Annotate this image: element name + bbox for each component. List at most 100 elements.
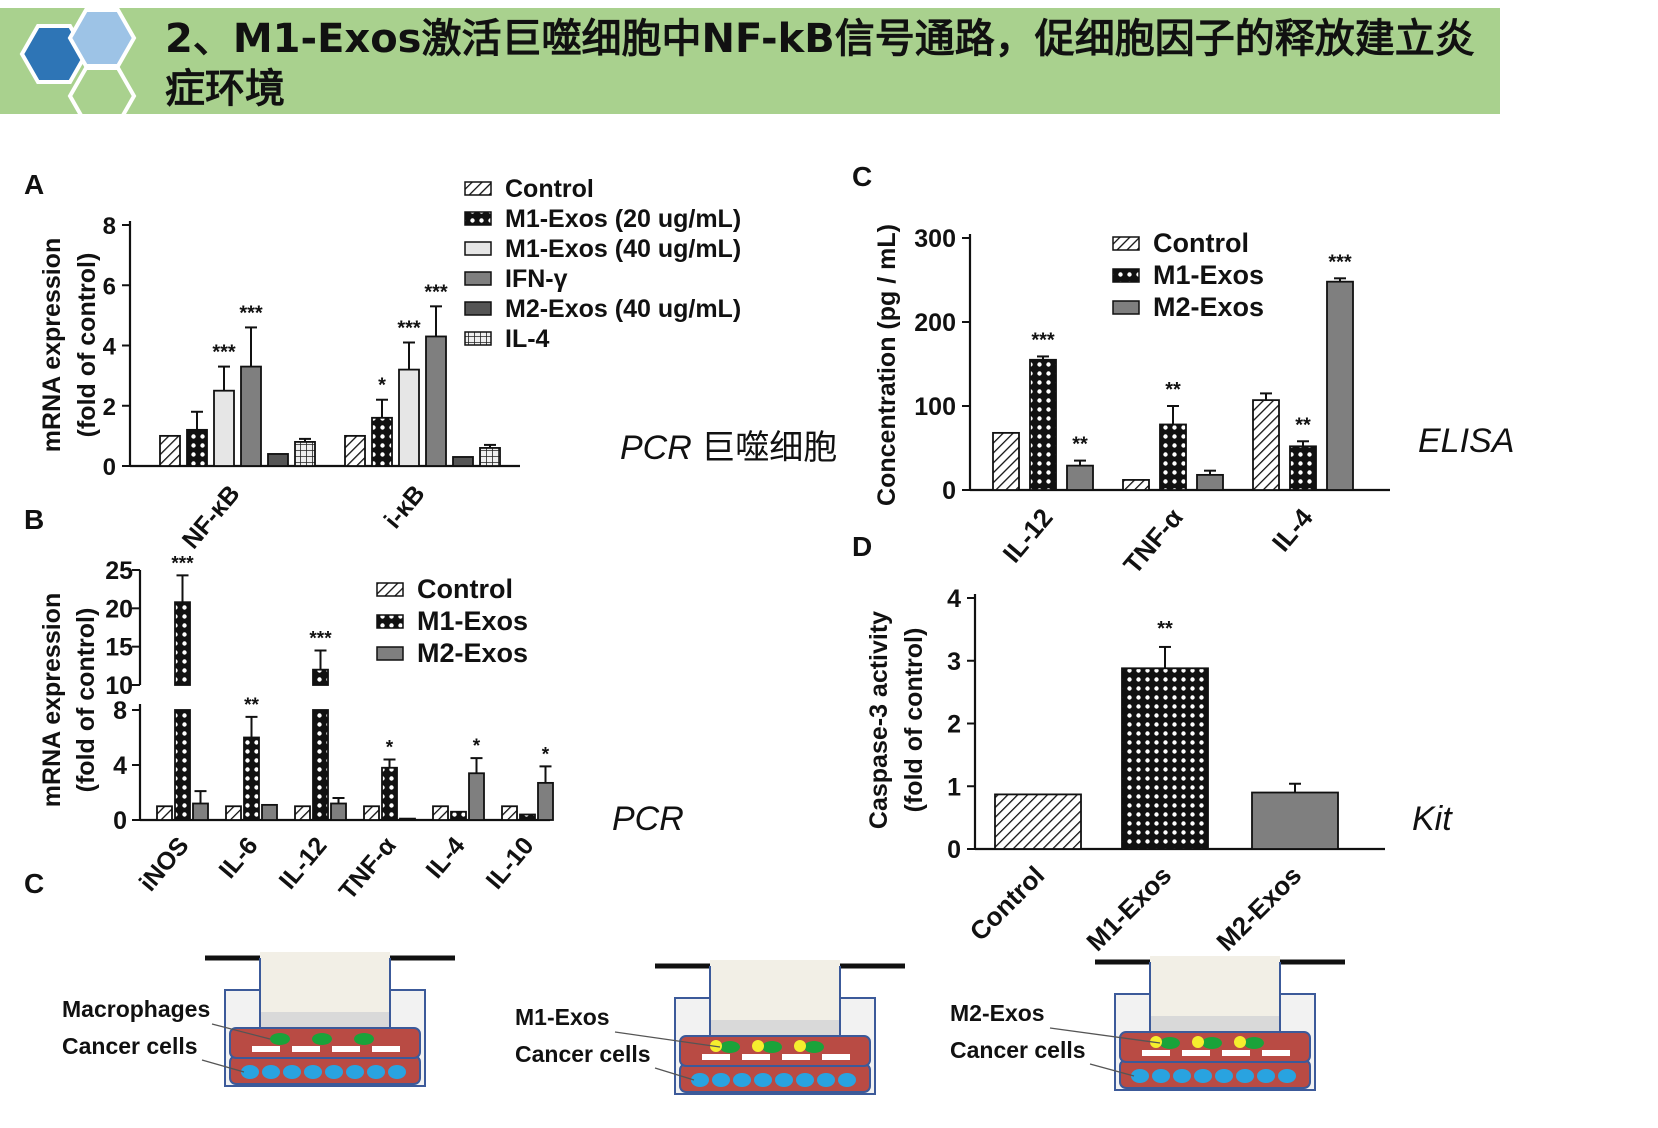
panel-a-x-label: i-κB (379, 480, 431, 534)
panel-b-y-tick-label: 25 (105, 557, 133, 585)
panel-b-legend-label: M1-Exos (417, 606, 528, 636)
panel-c-bar (1252, 399, 1280, 491)
panel-a-sig-label: *** (212, 342, 236, 364)
membrane-pore (702, 1054, 730, 1060)
panel-b-bar (468, 772, 485, 821)
panel-a-legend-swatch (464, 331, 492, 346)
panel-d-bar (994, 793, 1082, 850)
panel-c-sig-label: *** (1328, 251, 1352, 273)
panel-b-legend-swatch (376, 646, 404, 661)
panel-a-bar (371, 416, 393, 467)
panel-a-sig-label: * (378, 375, 386, 397)
panel-a-bar (240, 365, 262, 467)
panel-c-legend-label: Control (1153, 228, 1249, 258)
note-b-method: PCR (612, 800, 684, 838)
panel-d-letter: D (852, 531, 872, 562)
exosome-particle (794, 1040, 806, 1052)
well-label-bottom: Cancer cells (950, 1037, 1086, 1063)
panel-c-bar (1066, 464, 1094, 491)
note-a-method: PCR (620, 429, 692, 467)
schematic-letter: C (24, 868, 44, 899)
panel-b-bar (192, 802, 209, 821)
panel-d: D 0 1 2 3 4 Caspase-3 activity (fold of control… (852, 531, 1385, 957)
panel-c-legend-label: M2-Exos (1153, 292, 1264, 322)
panel-c-x-label: TNF-α (1117, 503, 1188, 580)
panel-a-bar (398, 368, 420, 467)
panel-c-legend-label: M1-Exos (1153, 260, 1264, 290)
panel-a-bar (425, 335, 447, 467)
panel-d-sig-label: ** (1157, 618, 1173, 640)
panel-b-legend-swatch (376, 614, 404, 629)
well-label-bottom: Cancer cells (515, 1041, 651, 1067)
note-a-sample: 巨噬细胞 (701, 428, 838, 468)
hexagon-logo-icon (19, 8, 137, 114)
panel-d-y-tick-label: 3 (947, 648, 961, 676)
panel-a-bar (479, 447, 501, 467)
panel-c-letter: C (852, 161, 872, 192)
panel-a-y-tick-label: 0 (103, 454, 116, 481)
panel-c-sig-label: ** (1165, 379, 1181, 401)
panel-b-bar-upper (312, 668, 329, 686)
panel-b-bar-upper (174, 601, 191, 686)
label-pointer (211, 1023, 271, 1040)
cancer-cell (1152, 1069, 1170, 1083)
panel-a-x-label: NF-κB (177, 480, 246, 554)
label-pointer (201, 1059, 245, 1073)
macrophage-cell (1160, 1037, 1180, 1049)
panel-c-y-tick-label: 100 (914, 393, 956, 421)
panel-c-legend-swatch (1112, 300, 1140, 315)
panel-c-x-label: IL-12 (997, 503, 1059, 569)
panel-c-y-label: Concentration (pg / mL) (873, 224, 901, 506)
panel-b-bar (156, 805, 173, 821)
cancer-cell (388, 1065, 406, 1079)
panel-a-legend-swatch (464, 211, 492, 226)
cancer-cell (283, 1065, 301, 1079)
panel-a-bar (159, 434, 181, 467)
panel-c-y-tick-label: 200 (914, 309, 956, 337)
panel-b-bar (399, 817, 416, 821)
panel-a-bar (267, 453, 289, 467)
panel-a-bar (452, 456, 474, 467)
panel-a-legend-swatch (464, 181, 492, 196)
panel-b-bar (450, 810, 467, 821)
panel-b-legend-label: Control (417, 574, 513, 604)
cancer-cell (1278, 1069, 1296, 1083)
cancer-cell (1131, 1069, 1149, 1083)
macrophage-cell (720, 1041, 740, 1053)
panel-b-sig-label: * (473, 736, 481, 757)
panel-a-bar (294, 440, 316, 467)
panel-b-y-tick-label: 15 (105, 634, 133, 662)
hexagon-green-icon (67, 66, 137, 114)
panel-c-bar (1289, 445, 1317, 491)
panel-c-bar (1122, 479, 1150, 491)
panel-c-legend-swatch (1112, 268, 1140, 283)
membrane-pore (782, 1054, 810, 1060)
panel-b-bar (312, 709, 329, 821)
title-banner (0, 8, 1500, 114)
panel-a-y-tick-label: 4 (103, 334, 117, 361)
cancer-cell (1173, 1069, 1191, 1083)
membrane-pore (1142, 1050, 1170, 1056)
panel-b-y-tick-label: 0 (113, 807, 127, 835)
cancer-cell (1194, 1069, 1212, 1083)
note-d-method: Kit (1412, 800, 1452, 838)
panel-c-y-tick-label: 0 (942, 477, 956, 505)
panel-b-x-label: IL-6 (214, 832, 264, 884)
panel-a-letter: A (24, 169, 44, 200)
panel-b-y-tick-label: 4 (113, 752, 127, 780)
cancer-cell (304, 1065, 322, 1079)
panel-c-bar (1029, 358, 1057, 491)
well-label-top: Macrophages (62, 996, 210, 1022)
membrane-pore (332, 1046, 360, 1052)
panel-b-x-label: TNF-α (334, 831, 402, 905)
panel-a-bar (344, 434, 366, 467)
cancer-cell (325, 1065, 343, 1079)
label-pointer (654, 1067, 695, 1081)
panel-b-bar (243, 736, 260, 821)
panel-b-legend-label: M2-Exos (417, 638, 528, 668)
panel-b-bar (294, 805, 311, 821)
membrane-pore (1222, 1050, 1250, 1056)
panel-b-bar (501, 805, 518, 821)
membrane-pore (1262, 1050, 1290, 1056)
